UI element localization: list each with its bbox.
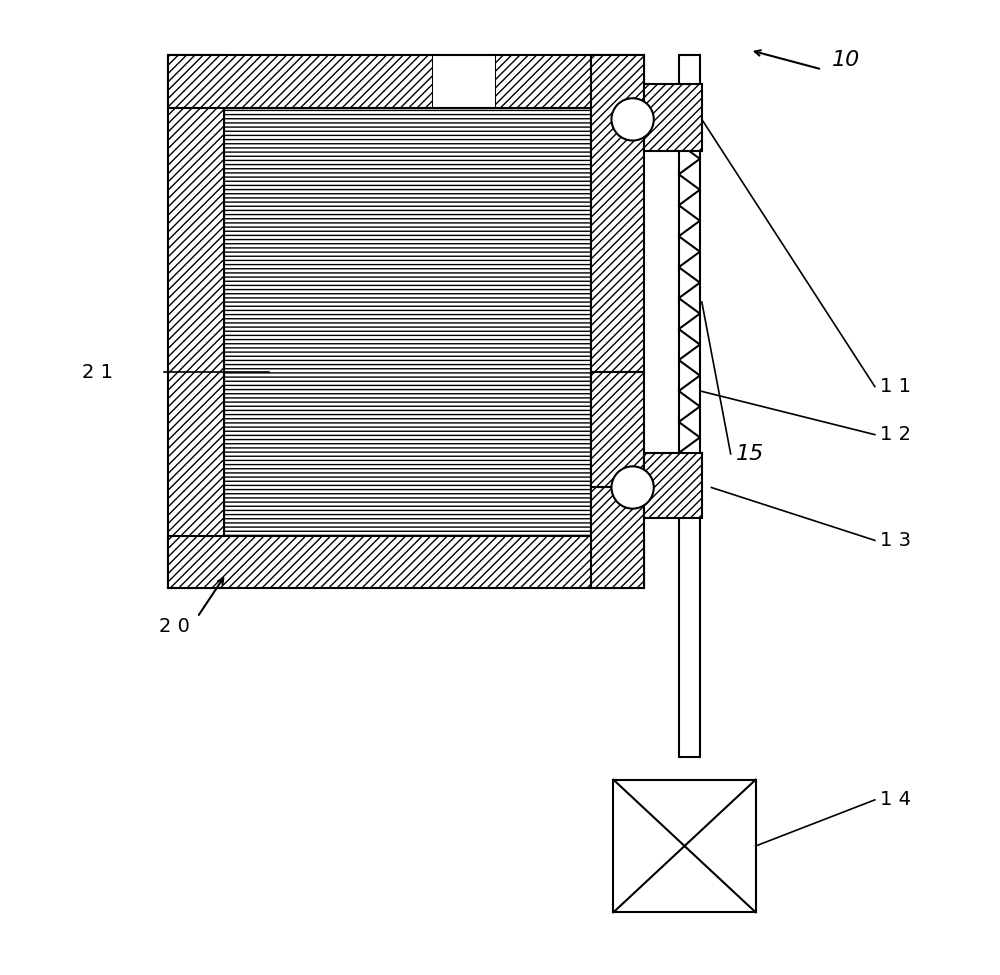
Bar (644, 84, 702, 151)
Bar (679, 55, 700, 757)
Bar (168, 55, 433, 108)
Bar (613, 780, 756, 913)
Text: 1 1: 1 1 (880, 377, 911, 396)
Bar (495, 55, 644, 108)
Bar (591, 488, 644, 589)
Text: 15: 15 (735, 444, 764, 464)
Text: 10: 10 (832, 50, 860, 70)
Bar (224, 108, 591, 535)
Text: 1 3: 1 3 (880, 530, 911, 550)
Bar (168, 55, 224, 589)
Bar (644, 453, 702, 519)
Bar (168, 535, 644, 589)
Circle shape (611, 466, 654, 509)
Text: 1 2: 1 2 (880, 425, 911, 445)
Circle shape (611, 98, 654, 140)
Bar (433, 55, 495, 108)
Text: 2 0: 2 0 (159, 617, 190, 637)
Bar (591, 55, 644, 372)
Text: 1 4: 1 4 (880, 791, 911, 809)
Text: 2 1: 2 1 (82, 363, 113, 381)
Bar (591, 372, 644, 488)
